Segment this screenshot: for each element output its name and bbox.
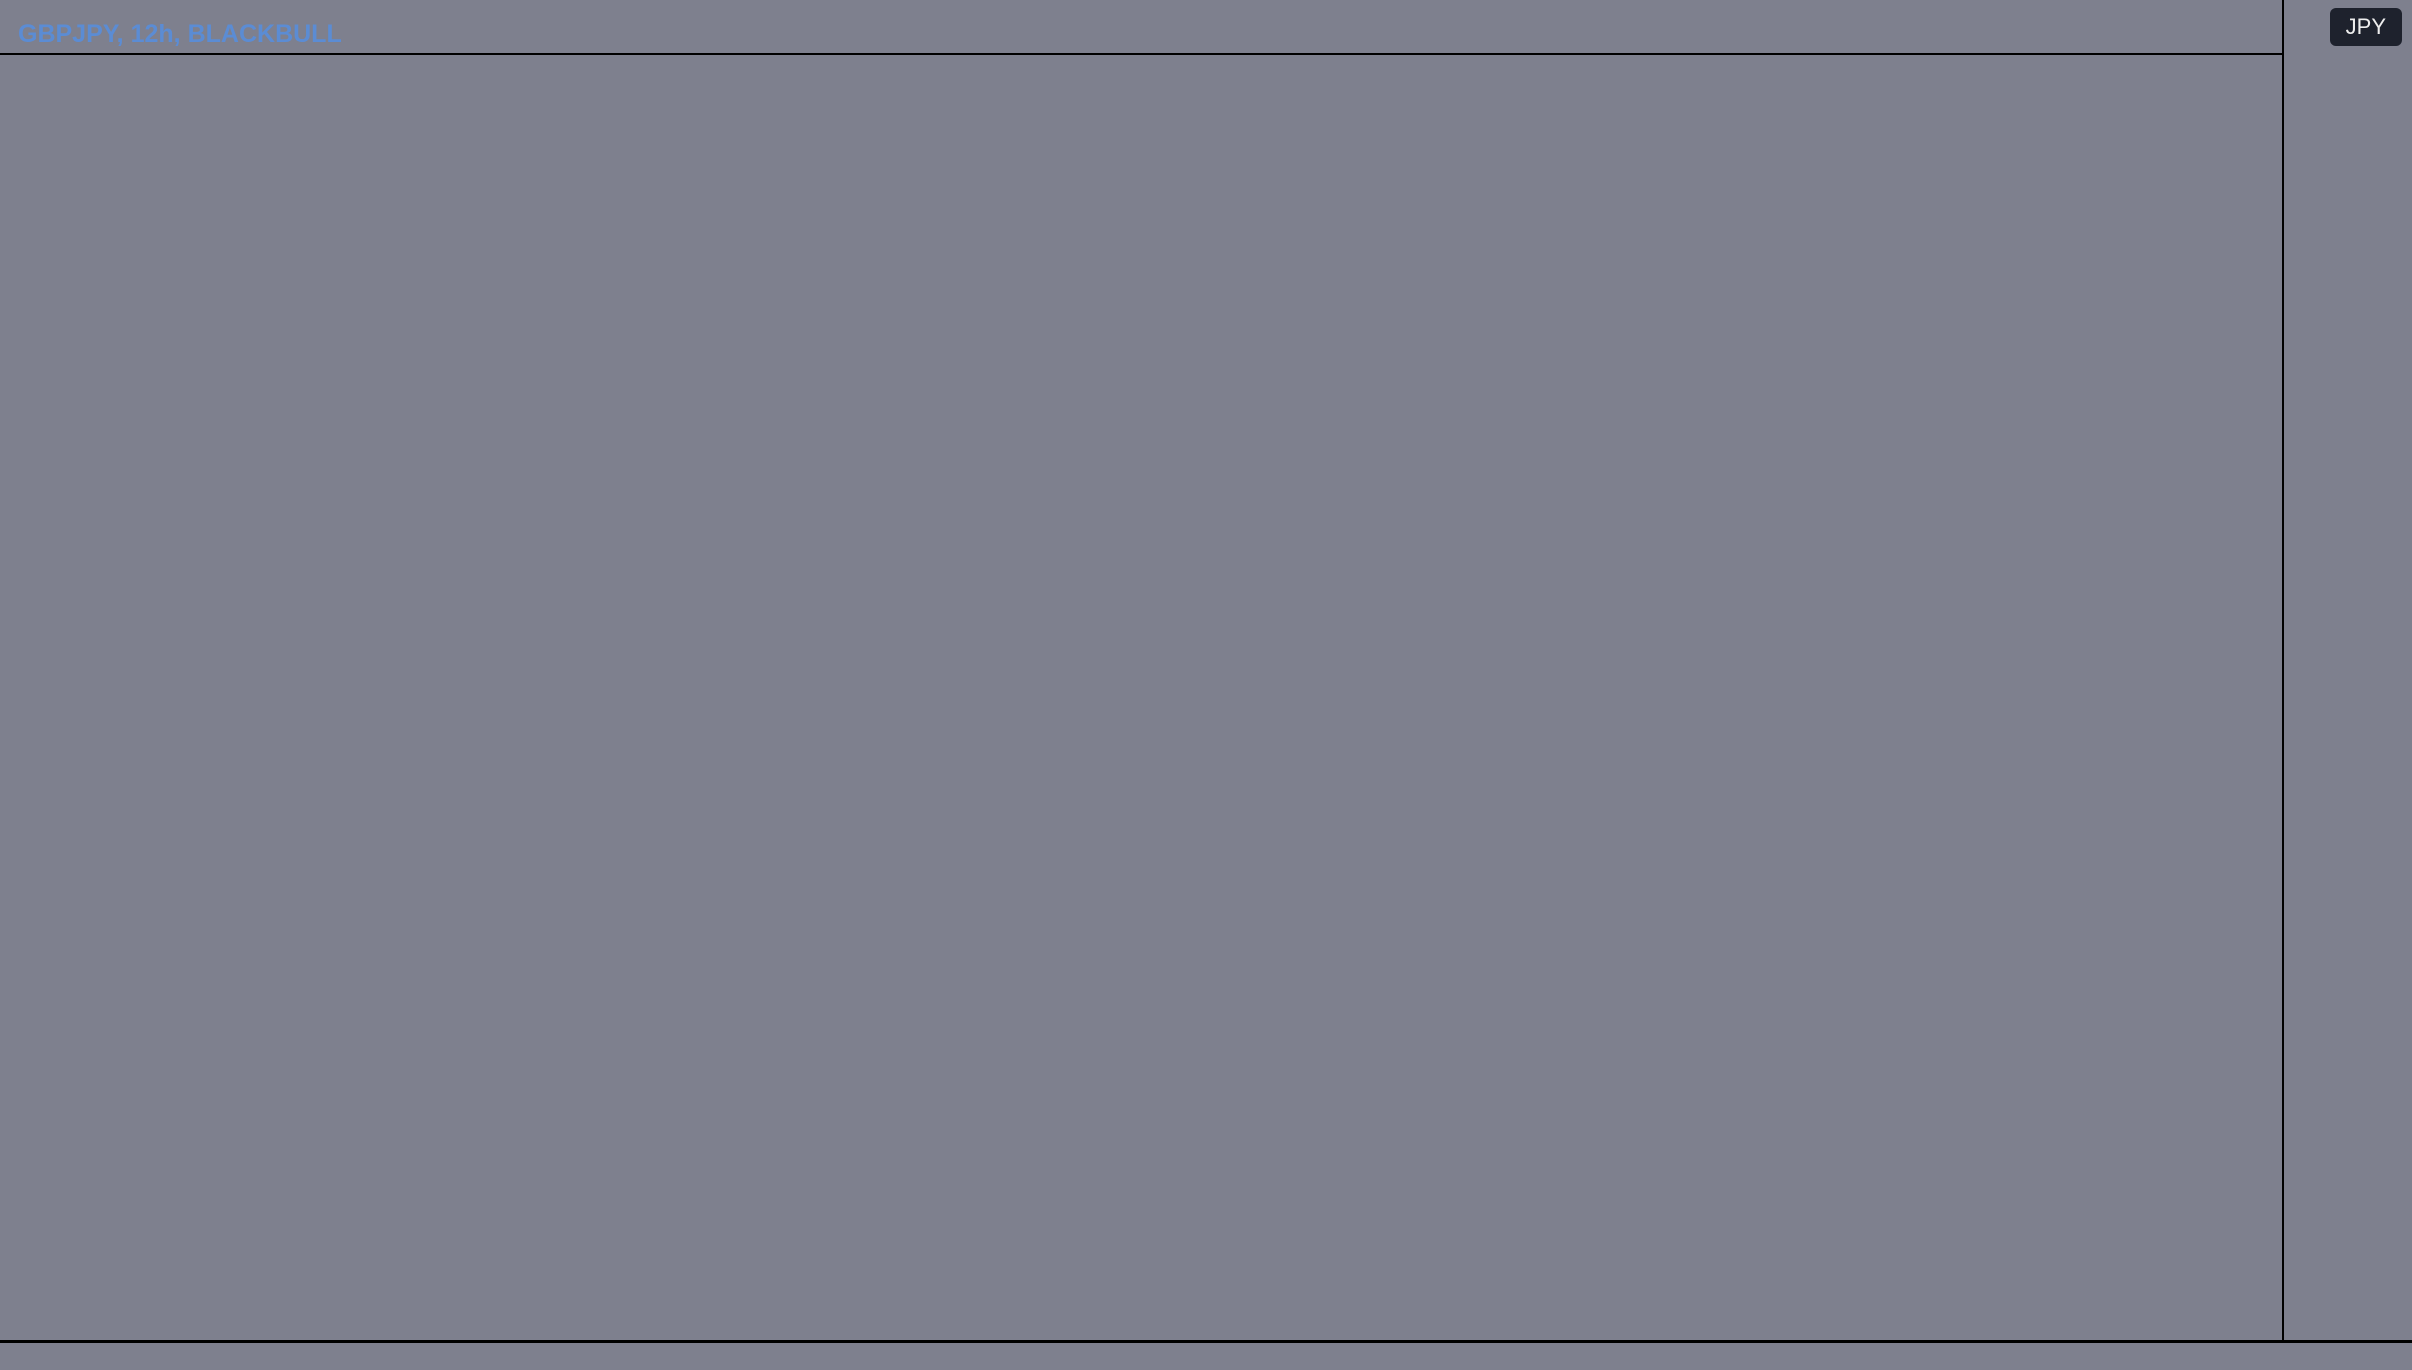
symbol-pair: GBPJPY — [18, 20, 117, 48]
axis-right-divider — [2282, 0, 2284, 1340]
price-axis[interactable] — [2282, 0, 2412, 1340]
time-axis[interactable] — [0, 1340, 2412, 1370]
symbol-label[interactable]: GBPJPY, 12h, BLACKBULL — [18, 20, 342, 49]
symbol-interval: 12h — [131, 20, 174, 48]
currency-badge[interactable]: JPY — [2330, 8, 2402, 46]
chart-area[interactable] — [0, 0, 2282, 1340]
symbol-exchange: BLACKBULL — [188, 20, 342, 48]
axis-bottom-divider — [0, 1340, 2412, 1343]
top-border — [0, 53, 2282, 55]
